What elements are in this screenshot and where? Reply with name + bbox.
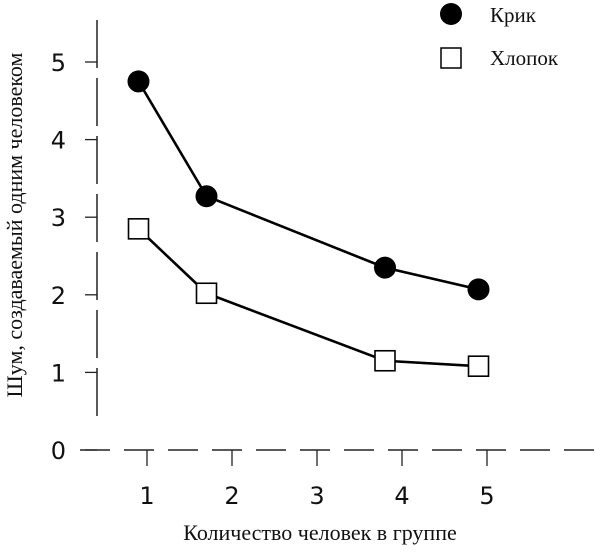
y-tick-label: 2 (51, 282, 66, 310)
data-point (374, 256, 396, 279)
legend-label-clap: Хлопок (490, 46, 559, 70)
x-tick-label: 4 (394, 482, 409, 510)
y-ticks: 0 1 2 3 4 5 (51, 49, 97, 465)
y-tick-label: 0 (51, 437, 66, 465)
x-tick-label: 1 (139, 482, 154, 510)
series-scream (127, 70, 490, 301)
y-tick-label: 1 (51, 359, 66, 387)
data-point (467, 355, 490, 377)
x-tick-label: 2 (224, 482, 239, 510)
y-tick-label: 4 (51, 127, 66, 155)
legend-label-scream: Крик (490, 3, 537, 27)
data-point (127, 218, 150, 240)
legend-marker-scream (440, 3, 462, 25)
legend-item-scream: Крик (440, 3, 537, 27)
series-line (137, 227, 479, 368)
y-tick-label: 3 (51, 204, 66, 232)
x-tick-label: 3 (309, 482, 324, 510)
x-ticks: 1 2 3 4 5 (139, 450, 495, 510)
data-point (195, 185, 218, 208)
series-layer (127, 70, 490, 377)
data-point (374, 349, 396, 372)
x-axis-title: Количество человек в группе (183, 520, 457, 545)
y-axis-title: Шум, создаваемый одним человеком (2, 52, 27, 397)
data-point (127, 70, 150, 93)
legend: Крик Хлопок (440, 3, 559, 70)
x-tick-label: 5 (479, 482, 494, 510)
data-point (195, 282, 218, 305)
series-line (137, 80, 479, 291)
series-clap (127, 218, 490, 377)
legend-marker-clap (440, 47, 462, 69)
data-point (467, 278, 490, 301)
y-tick-label: 5 (51, 49, 66, 77)
legend-item-clap: Хлопок (440, 46, 559, 70)
